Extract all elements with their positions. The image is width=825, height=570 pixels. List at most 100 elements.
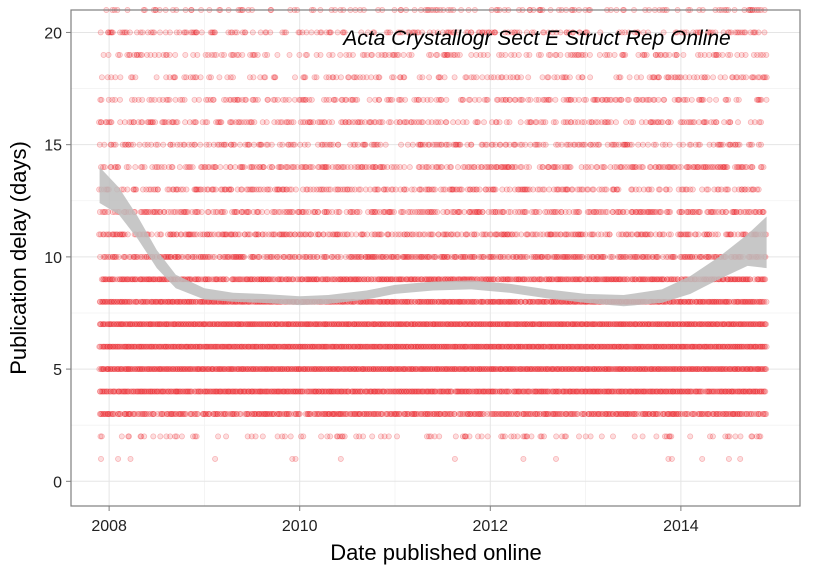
data-point xyxy=(576,29,583,36)
data-point xyxy=(136,141,143,148)
data-point xyxy=(742,51,749,58)
data-point xyxy=(697,209,703,215)
data-point xyxy=(709,29,716,36)
data-point xyxy=(155,51,162,58)
data-point xyxy=(117,29,124,36)
data-point xyxy=(473,231,480,238)
data-point xyxy=(327,186,334,193)
data-point xyxy=(144,29,151,36)
data-point xyxy=(451,51,458,58)
data-point xyxy=(460,96,467,103)
data-point xyxy=(427,51,434,58)
data-point xyxy=(389,96,396,103)
data-point xyxy=(481,29,488,36)
data-point xyxy=(279,29,286,36)
data-point xyxy=(254,96,261,103)
data-point xyxy=(193,29,200,36)
data-point xyxy=(125,164,132,171)
data-point xyxy=(265,96,271,103)
data-point xyxy=(579,74,586,81)
data-point xyxy=(410,29,417,36)
data-point xyxy=(329,51,336,58)
data-point xyxy=(390,51,397,58)
data-point xyxy=(671,253,678,260)
data-point xyxy=(364,231,371,238)
data-point xyxy=(133,186,140,193)
data-point xyxy=(476,29,483,36)
data-point xyxy=(579,51,586,58)
data-point xyxy=(334,29,341,36)
data-point xyxy=(308,29,315,36)
data-point xyxy=(148,231,155,238)
data-point xyxy=(480,51,487,58)
data-point xyxy=(338,74,344,81)
data-point xyxy=(101,164,108,171)
data-point xyxy=(403,186,410,193)
data-point xyxy=(602,51,609,58)
data-point xyxy=(732,29,739,36)
data-point xyxy=(673,51,680,58)
data-point xyxy=(221,51,228,58)
data-point xyxy=(485,29,492,36)
data-point xyxy=(290,119,297,126)
data-point xyxy=(228,51,235,58)
data-point xyxy=(183,29,190,36)
data-point xyxy=(211,253,218,260)
data-point xyxy=(249,29,256,36)
data-point xyxy=(567,51,574,58)
data-point xyxy=(394,51,400,58)
data-point xyxy=(578,51,585,58)
data-point xyxy=(571,51,578,58)
data-point xyxy=(451,29,458,36)
data-point xyxy=(105,29,111,36)
data-point xyxy=(335,141,342,148)
data-point xyxy=(309,164,316,171)
data-point xyxy=(269,164,276,171)
data-point xyxy=(419,29,426,36)
data-point xyxy=(337,51,344,58)
data-point xyxy=(690,29,697,36)
data-point xyxy=(728,29,734,36)
data-point xyxy=(458,186,465,193)
data-point xyxy=(457,141,464,148)
data-point xyxy=(107,29,113,36)
data-point xyxy=(567,164,574,171)
data-point xyxy=(689,186,696,193)
data-point xyxy=(454,51,461,58)
data-point xyxy=(209,29,216,36)
data-point xyxy=(455,119,462,126)
data-point xyxy=(451,74,458,81)
data-point xyxy=(608,119,614,126)
data-point xyxy=(566,29,573,36)
data-point xyxy=(241,253,248,260)
data-point xyxy=(705,186,712,193)
data-point xyxy=(443,96,450,103)
data-point xyxy=(468,51,475,58)
data-point xyxy=(258,141,265,148)
data-point xyxy=(242,29,249,36)
data-point xyxy=(549,29,556,36)
data-point xyxy=(601,253,608,260)
data-point xyxy=(272,74,279,81)
data-point xyxy=(597,29,604,36)
data-point xyxy=(626,74,633,81)
data-point xyxy=(576,51,582,58)
data-point xyxy=(243,96,249,103)
data-point xyxy=(250,141,257,148)
data-point xyxy=(279,141,286,148)
data-point xyxy=(445,29,452,36)
data-point xyxy=(486,29,492,36)
data-point xyxy=(531,29,538,36)
data-point xyxy=(317,51,324,58)
data-point xyxy=(134,51,140,58)
data-point xyxy=(230,51,237,58)
data-point xyxy=(545,29,552,36)
data-point xyxy=(667,119,674,126)
data-point xyxy=(154,141,161,148)
data-point xyxy=(616,29,623,36)
data-point xyxy=(97,29,104,36)
data-point xyxy=(447,51,454,58)
data-point xyxy=(479,209,486,215)
data-point xyxy=(193,29,200,36)
